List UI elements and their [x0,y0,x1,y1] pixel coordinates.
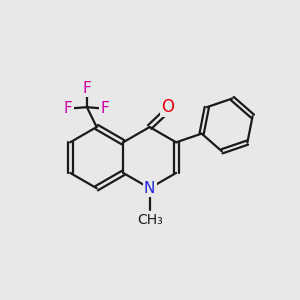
Text: F: F [100,101,109,116]
Text: N: N [144,181,155,196]
Text: F: F [82,81,91,96]
Text: O: O [161,98,175,116]
Text: F: F [64,101,72,116]
Text: CH₃: CH₃ [137,213,163,227]
